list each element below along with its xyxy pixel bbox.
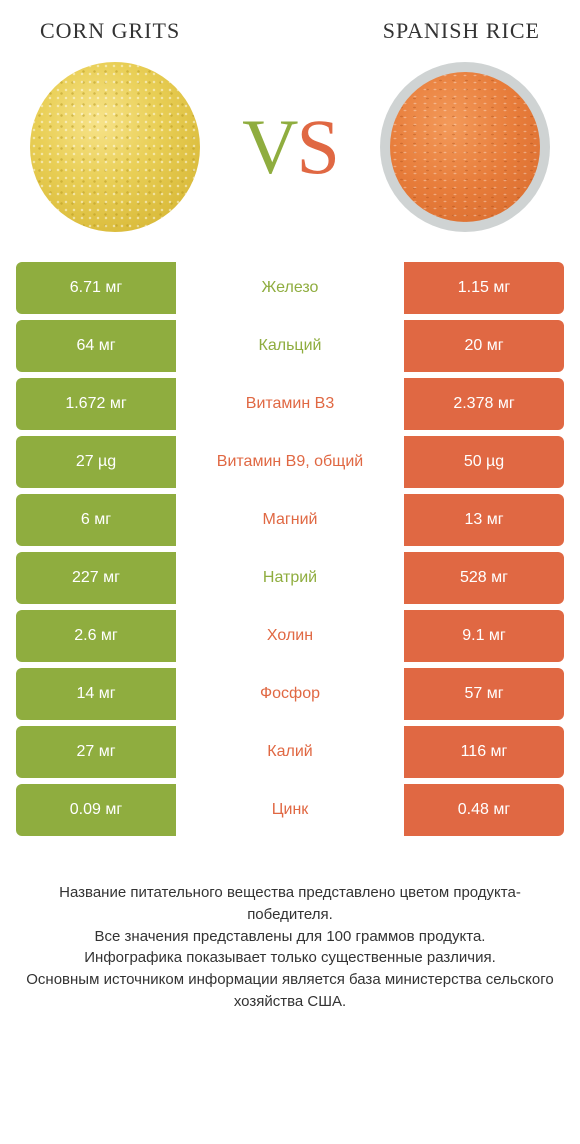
footer-line: Название питательного вещества представл…	[24, 882, 556, 926]
left-food-image	[30, 62, 200, 232]
nutrient-label: Витамин B3	[176, 378, 404, 430]
vs-s: S	[296, 103, 337, 190]
nutrient-label: Витамин B9, общий	[176, 436, 404, 488]
right-value: 50 µg	[404, 436, 564, 488]
left-value: 6.71 мг	[16, 262, 176, 314]
table-row: 0.09 мгЦинк0.48 мг	[16, 784, 564, 836]
left-value: 1.672 мг	[16, 378, 176, 430]
left-value: 14 мг	[16, 668, 176, 720]
left-value: 6 мг	[16, 494, 176, 546]
nutrient-label: Натрий	[176, 552, 404, 604]
right-value: 2.378 мг	[404, 378, 564, 430]
nutrient-label: Железо	[176, 262, 404, 314]
right-food-image	[380, 62, 550, 232]
nutrient-label: Холин	[176, 610, 404, 662]
left-value: 2.6 мг	[16, 610, 176, 662]
right-value: 13 мг	[404, 494, 564, 546]
comparison-table: 6.71 мгЖелезо1.15 мг 64 мгКальций20 мг 1.6…	[0, 262, 580, 836]
table-row: 1.672 мгВитамин B32.378 мг	[16, 378, 564, 430]
footer-line: Основным источником информации является …	[24, 969, 556, 1013]
left-value: 227 мг	[16, 552, 176, 604]
nutrient-label: Фосфор	[176, 668, 404, 720]
right-value: 528 мг	[404, 552, 564, 604]
left-value: 27 µg	[16, 436, 176, 488]
right-value: 9.1 мг	[404, 610, 564, 662]
vs-v: V	[242, 103, 296, 190]
left-food-title: Corn grits	[40, 18, 180, 44]
table-row: 6.71 мгЖелезо1.15 мг	[16, 262, 564, 314]
nutrient-label: Калий	[176, 726, 404, 778]
nutrient-label: Цинк	[176, 784, 404, 836]
right-value: 57 мг	[404, 668, 564, 720]
left-value: 27 мг	[16, 726, 176, 778]
right-value: 116 мг	[404, 726, 564, 778]
table-row: 227 мгНатрий528 мг	[16, 552, 564, 604]
nutrient-label: Магний	[176, 494, 404, 546]
table-row: 6 мгМагний13 мг	[16, 494, 564, 546]
vs-label: VS	[242, 102, 338, 192]
right-value: 0.48 мг	[404, 784, 564, 836]
images-row: VS	[0, 52, 580, 262]
nutrient-label: Кальций	[176, 320, 404, 372]
footer-line: Все значения представлены для 100 граммо…	[24, 926, 556, 948]
left-value: 64 мг	[16, 320, 176, 372]
table-row: 27 µgВитамин B9, общий50 µg	[16, 436, 564, 488]
table-row: 27 мгКалий116 мг	[16, 726, 564, 778]
right-value: 1.15 мг	[404, 262, 564, 314]
header: Corn grits Spanish rice	[0, 0, 580, 52]
right-food-title: Spanish rice	[383, 18, 540, 44]
footer-note: Название питательного вещества представл…	[0, 842, 580, 1013]
table-row: 14 мгФосфор57 мг	[16, 668, 564, 720]
table-row: 64 мгКальций20 мг	[16, 320, 564, 372]
left-value: 0.09 мг	[16, 784, 176, 836]
footer-line: Инфографика показывает только существенн…	[24, 947, 556, 969]
right-value: 20 мг	[404, 320, 564, 372]
table-row: 2.6 мгХолин9.1 мг	[16, 610, 564, 662]
